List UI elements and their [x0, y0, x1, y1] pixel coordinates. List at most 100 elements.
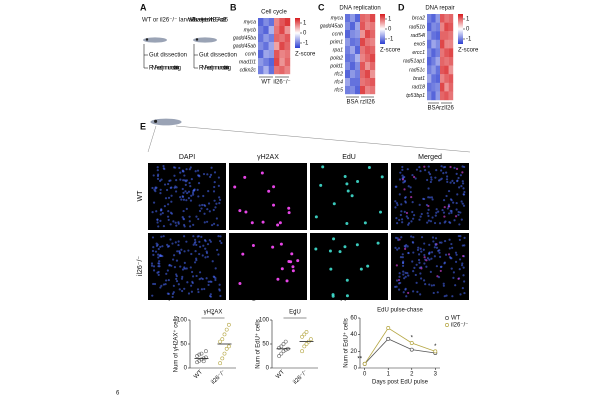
- heatmap-cell: [444, 31, 449, 40]
- cell-dot: [202, 244, 205, 247]
- cell-dot: [443, 295, 446, 298]
- cell-dot: [189, 185, 192, 188]
- heatmap-cell: [431, 74, 436, 83]
- heatmap-cell: [355, 38, 361, 47]
- cell-dot: [184, 183, 187, 186]
- cell-dot: [423, 262, 426, 265]
- data-point: [433, 349, 438, 354]
- cell-dot: [395, 202, 399, 205]
- heatmap-cell: [444, 48, 449, 58]
- colorbar-tick-label: 0: [388, 27, 392, 33]
- heatmap-cell: [345, 86, 351, 95]
- gene-label: pold1: [329, 63, 343, 69]
- cell-dot: [200, 207, 203, 210]
- cell-dot: [244, 210, 248, 214]
- colorbar-tick-label: 1: [388, 17, 392, 23]
- cell-dot: [328, 249, 332, 253]
- cell-dot: [463, 165, 466, 169]
- data-point: [224, 327, 229, 332]
- cell-dot: [440, 265, 443, 268]
- cell-dot: [434, 214, 437, 217]
- data-point: [226, 344, 231, 349]
- colorbar-label: Z-score: [380, 48, 401, 54]
- heatmap-cell: [360, 38, 366, 47]
- heatmap-cell: [355, 70, 361, 79]
- cell-dot: [198, 252, 201, 256]
- cell-dot: [461, 254, 465, 258]
- cell-dot: [394, 236, 398, 239]
- cell-dot: [407, 251, 410, 255]
- cell-dot: [212, 275, 215, 278]
- cell-dot: [419, 293, 422, 296]
- cell-dot: [205, 251, 209, 255]
- cell-dot: [195, 274, 198, 278]
- panel-a-label: WT or il26⁻/⁻ larvae: [142, 18, 196, 24]
- cell-dot: [198, 204, 201, 207]
- cell-dot: [212, 208, 215, 212]
- cell-dot: [174, 185, 177, 188]
- heatmap-cell: [440, 31, 445, 40]
- gene-label: mycb: [244, 27, 257, 33]
- cell-dot: [419, 215, 422, 218]
- cell-dot: [427, 187, 430, 190]
- heatmap-cell: [355, 22, 361, 31]
- cell-dot: [159, 213, 162, 216]
- heatmap-cell: [435, 14, 441, 23]
- y-tick-label: 20: [350, 349, 357, 355]
- heatmap-cell: [365, 14, 371, 23]
- heatmap-cell: [258, 34, 264, 43]
- cell-dot: [241, 252, 245, 256]
- cell-dot: [414, 177, 417, 180]
- cell-dot: [276, 277, 280, 281]
- cell-dot: [443, 165, 447, 169]
- cell-dot: [395, 217, 398, 220]
- fish-icon: [143, 37, 167, 43]
- heatmap-cell: [444, 57, 449, 66]
- cell-dot: [414, 273, 417, 277]
- significance: *: [294, 314, 297, 320]
- cell-dot: [457, 210, 460, 214]
- cell-dot: [435, 246, 439, 249]
- cell-dot: [175, 224, 178, 227]
- cell-dot: [271, 245, 275, 249]
- cell-dot: [208, 210, 211, 213]
- cell-dot: [458, 223, 461, 226]
- series-line: [364, 338, 436, 365]
- heatmap-cell: [435, 31, 441, 40]
- cell-dot: [394, 200, 397, 203]
- cell-dot: [192, 223, 195, 226]
- cell-dot: [170, 186, 173, 189]
- cell-dot: [416, 290, 419, 293]
- cell-dot: [214, 277, 217, 280]
- x-tick-label: 2: [410, 372, 414, 378]
- cell-dot: [212, 222, 216, 225]
- cell-dot: [160, 178, 163, 181]
- heatmap-cell: [360, 62, 366, 71]
- cell-dot: [363, 221, 367, 225]
- heatmap-cell: [435, 22, 441, 32]
- cell-dot: [195, 259, 198, 262]
- cell-dot: [177, 240, 180, 243]
- fish-icon: [193, 37, 217, 43]
- cell-dot: [461, 287, 464, 290]
- heatmap-cell: [350, 14, 356, 23]
- cell-dot: [462, 274, 465, 277]
- cell-dot: [189, 166, 192, 169]
- heatmap-cell: [431, 22, 436, 32]
- cell-dot: [189, 199, 193, 202]
- cell-dot: [156, 218, 159, 221]
- cell-dot: [345, 182, 349, 186]
- cell-dot: [400, 210, 403, 213]
- heatmap-cell: [448, 57, 454, 66]
- data-point: [279, 351, 284, 356]
- cell-dot: [175, 280, 179, 283]
- cell-dot: [396, 222, 399, 225]
- x-tick-label: 0: [363, 372, 367, 378]
- cell-dot: [458, 186, 461, 189]
- data-point: [302, 332, 307, 337]
- heatmap-cell: [284, 18, 291, 27]
- cell-dot: [167, 245, 171, 248]
- gene-label: exo5: [414, 41, 425, 47]
- heatmap-cell: [435, 74, 441, 83]
- cell-dot: [444, 253, 448, 256]
